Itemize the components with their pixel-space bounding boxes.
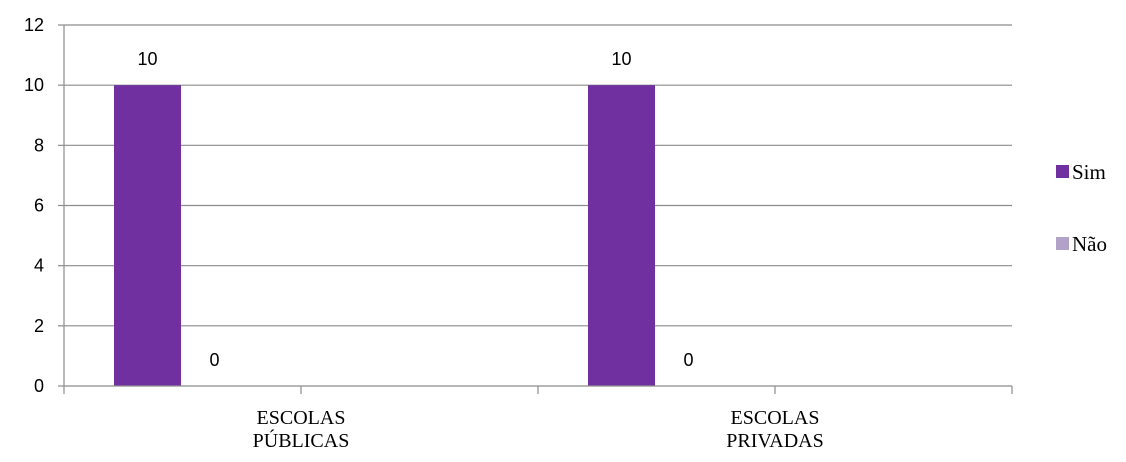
y-tick-label-2: 2: [34, 316, 44, 336]
y-tick-label-0: 0: [34, 376, 44, 396]
y-tick-label-12: 12: [24, 15, 44, 35]
y-tick-label-6: 6: [34, 196, 44, 216]
x-category-label-1: ESCOLAS PRIVADAS: [726, 407, 823, 452]
y-tick-label-8: 8: [34, 135, 44, 155]
y-tick-label-10: 10: [24, 75, 44, 95]
data-label-não-1: 0: [683, 350, 693, 370]
bar-sim-0: [114, 85, 181, 387]
data-label-sim-0: 10: [137, 49, 157, 69]
gridlines: [64, 24, 1012, 327]
x-axis-categories: ESCOLAS PÚBLICAS ESCOLAS PRIVADAS: [253, 407, 824, 452]
data-labels: 10 0 10 0: [137, 49, 693, 370]
y-axis-ticks: 0 2 4 6 8 10 12: [24, 15, 64, 396]
axes: [63, 25, 1013, 394]
x-category-label-0: ESCOLAS PÚBLICAS: [253, 407, 350, 452]
legend-swatch-não: [1056, 237, 1069, 250]
legend: Sim Não: [1056, 160, 1107, 256]
data-label-não-0: 0: [209, 350, 219, 370]
legend-label-sim: Sim: [1072, 160, 1106, 184]
bars: [114, 85, 655, 387]
data-label-sim-1: 10: [611, 49, 631, 69]
y-tick-label-4: 4: [34, 256, 44, 276]
legend-swatch-sim: [1056, 165, 1069, 178]
legend-label-não: Não: [1072, 232, 1107, 256]
bar-sim-1: [588, 85, 655, 387]
